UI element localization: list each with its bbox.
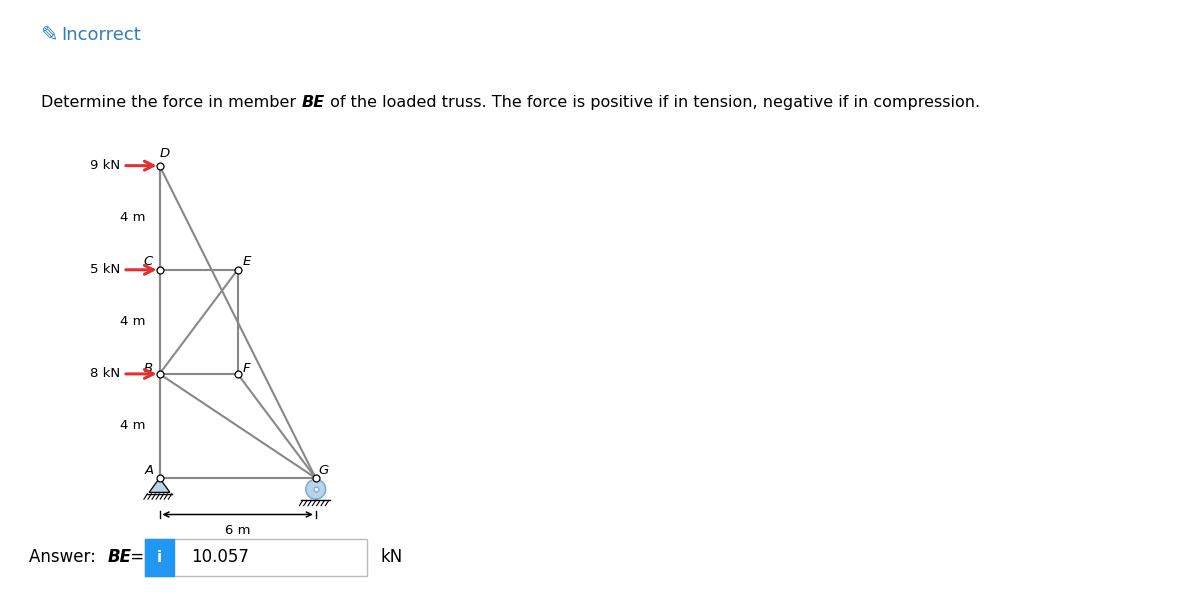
- Circle shape: [306, 479, 325, 499]
- Text: 9 kN: 9 kN: [90, 159, 120, 172]
- Text: 4 m: 4 m: [120, 211, 145, 224]
- Polygon shape: [149, 478, 170, 492]
- Text: B: B: [143, 362, 152, 375]
- Text: E: E: [242, 255, 251, 268]
- FancyBboxPatch shape: [145, 539, 367, 576]
- Text: 5 kN: 5 kN: [90, 263, 120, 276]
- Text: 6 m: 6 m: [224, 524, 251, 536]
- Text: 4 m: 4 m: [120, 315, 145, 328]
- Text: =: =: [125, 548, 149, 566]
- Text: G: G: [318, 464, 329, 477]
- FancyBboxPatch shape: [145, 539, 174, 576]
- Text: C: C: [143, 255, 152, 268]
- Text: Determine the force in member: Determine the force in member: [41, 94, 301, 110]
- Text: BE: BE: [108, 548, 132, 566]
- Text: D: D: [160, 147, 170, 160]
- Text: F: F: [242, 362, 251, 375]
- Text: ✎: ✎: [40, 25, 58, 45]
- Text: Answer:: Answer:: [29, 548, 101, 566]
- Text: i: i: [157, 550, 162, 565]
- Text: A: A: [144, 464, 154, 477]
- Text: kN: kN: [380, 548, 403, 566]
- Text: 10.057: 10.057: [191, 548, 248, 566]
- Text: BE: BE: [301, 94, 325, 110]
- Text: 4 m: 4 m: [120, 419, 145, 432]
- Text: Incorrect: Incorrect: [61, 26, 140, 44]
- Text: 8 kN: 8 kN: [90, 368, 120, 380]
- Text: of the loaded truss. The force is positive if in tension, negative if in compres: of the loaded truss. The force is positi…: [325, 94, 980, 110]
